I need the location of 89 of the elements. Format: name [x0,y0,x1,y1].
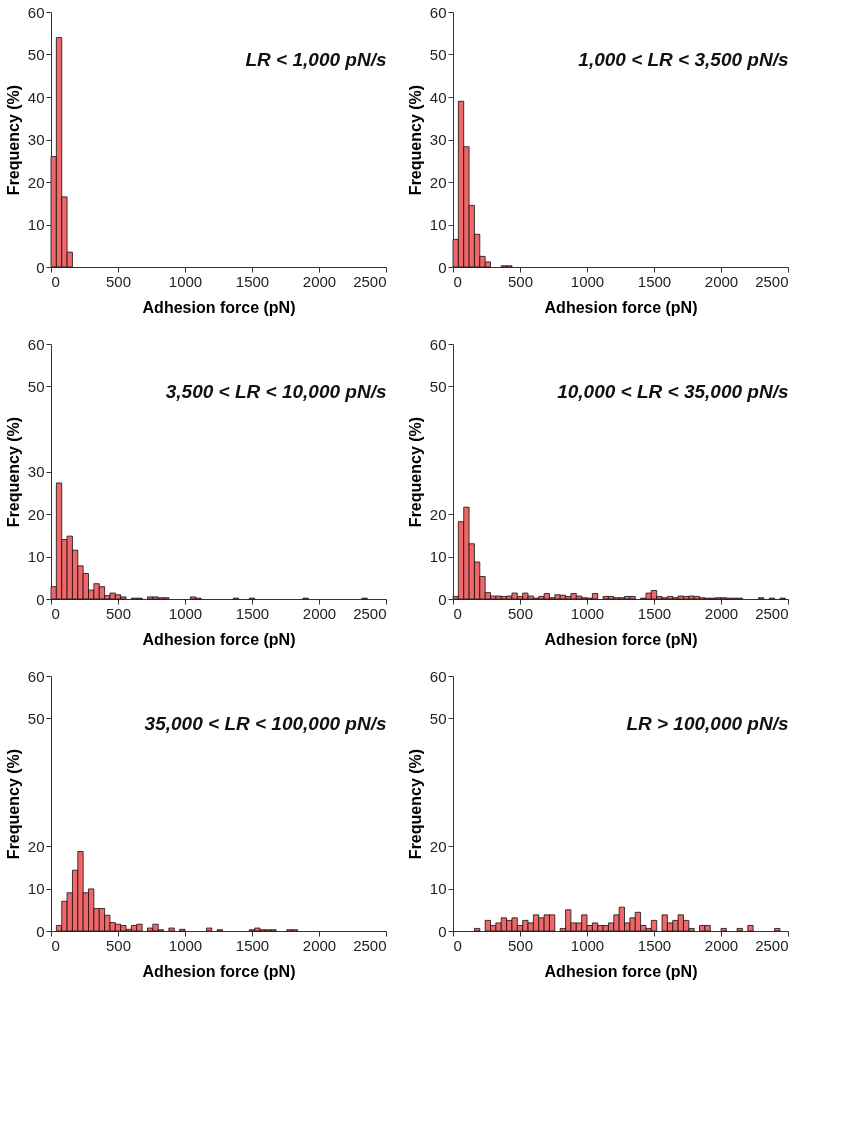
y-tick-label: 10 [27,216,45,233]
y-tick-label: 60 [27,3,45,21]
x-tick-label: 2000 [704,272,739,290]
y-axis-title: Frequency (%) [4,416,22,528]
y-tick-label: 40 [429,88,447,106]
x-tick-label: 1000 [168,272,203,290]
y-tick-label: 20 [27,837,45,855]
y-axis-title: Frequency (%) [406,416,424,528]
y-tick-label: 30 [27,463,45,480]
text: LR < 1,000 pN/s [245,49,387,70]
x-tick-label: 1500 [637,272,672,290]
x-tick-label: 500 [507,272,534,290]
x-tick-label: 500 [507,604,534,622]
y-tick-label: 0 [438,590,447,608]
y-axis-title: Frequency (%) [4,748,22,860]
y-tick-label: 10 [27,880,45,897]
x-axis-title: Adhesion force (pN) [142,630,296,648]
x-tick-label: 2500 [755,936,789,954]
y-tick-label: 50 [27,46,45,63]
y-tick-label: 30 [27,131,45,148]
x-tick-label: 500 [105,604,132,622]
y-tick-label: 20 [429,173,447,191]
x-tick-label: 1500 [637,604,672,622]
y-tick-label: 60 [27,667,45,685]
y-tick-label: 60 [429,667,447,685]
y-tick-label: 30 [429,131,447,148]
y-tick-label: 10 [429,548,447,565]
x-tick-label: 1500 [235,936,270,954]
x-tick-label: 500 [105,936,132,954]
x-tick-label: 2500 [353,272,387,290]
y-tick-label: 20 [429,837,447,855]
y-tick-label: 0 [36,258,45,276]
x-tick-label: 500 [507,936,534,954]
x-tick-label: 2500 [353,604,387,622]
y-tick-label: 50 [27,378,45,395]
x-tick-label: 500 [105,272,132,290]
x-tick-label: 1500 [235,272,270,290]
x-tick-label: 2500 [353,936,387,954]
y-tick-label: 60 [27,335,45,353]
x-tick-label: 0 [453,604,462,622]
x-tick-label: 1500 [235,604,270,622]
x-tick-label: 0 [453,272,462,290]
y-tick-label: 20 [429,505,447,523]
x-tick-label: 2000 [704,936,739,954]
y-tick-label: 0 [438,258,447,276]
text: 1,000 < LR < 3,500 pN/s [578,49,789,70]
y-tick-label: 60 [429,3,447,21]
x-tick-label: 2000 [704,604,739,622]
y-tick-label: 0 [36,590,45,608]
y-tick-label: 0 [438,922,447,940]
text: 3,500 < LR < 10,000 pN/s [165,381,387,402]
x-tick-label: 1000 [570,604,605,622]
y-tick-label: 60 [429,335,447,353]
y-tick-label: 10 [429,216,447,233]
x-axis-title: Adhesion force (pN) [142,298,296,316]
x-tick-label: 1000 [570,936,605,954]
y-axis-title: Frequency (%) [4,84,22,196]
x-tick-label: 2000 [302,272,337,290]
y-tick-label: 50 [429,46,447,63]
y-axis-title: Frequency (%) [406,84,424,196]
x-axis-title: Adhesion force (pN) [544,630,698,648]
x-tick-label: 0 [51,272,60,290]
y-tick-label: 20 [27,173,45,191]
text: 10,000 < LR < 35,000 pN/s [557,381,789,402]
x-axis-title: Adhesion force (pN) [142,962,296,980]
x-tick-label: 1000 [168,604,203,622]
y-axis-title: Frequency (%) [406,748,424,860]
x-tick-label: 1000 [570,272,605,290]
y-tick-label: 40 [27,88,45,106]
x-tick-label: 1500 [637,936,672,954]
text: 35,000 < LR < 100,000 pN/s [144,713,387,734]
y-tick-label: 20 [27,505,45,523]
y-tick-label: 50 [429,710,447,727]
x-tick-label: 0 [51,936,60,954]
y-tick-label: 0 [36,922,45,940]
x-tick-label: 0 [51,604,60,622]
y-tick-label: 10 [429,880,447,897]
x-tick-label: 2000 [302,936,337,954]
text: LR > 100,000 pN/s [626,713,789,734]
x-tick-label: 2000 [302,604,337,622]
x-tick-label: 1000 [168,936,203,954]
x-tick-label: 0 [453,936,462,954]
y-tick-label: 10 [27,548,45,565]
x-tick-label: 2500 [755,272,789,290]
x-axis-title: Adhesion force (pN) [544,962,698,980]
y-tick-label: 50 [27,710,45,727]
y-tick-label: 50 [429,378,447,395]
x-axis-title: Adhesion force (pN) [544,298,698,316]
x-tick-label: 2500 [755,604,789,622]
